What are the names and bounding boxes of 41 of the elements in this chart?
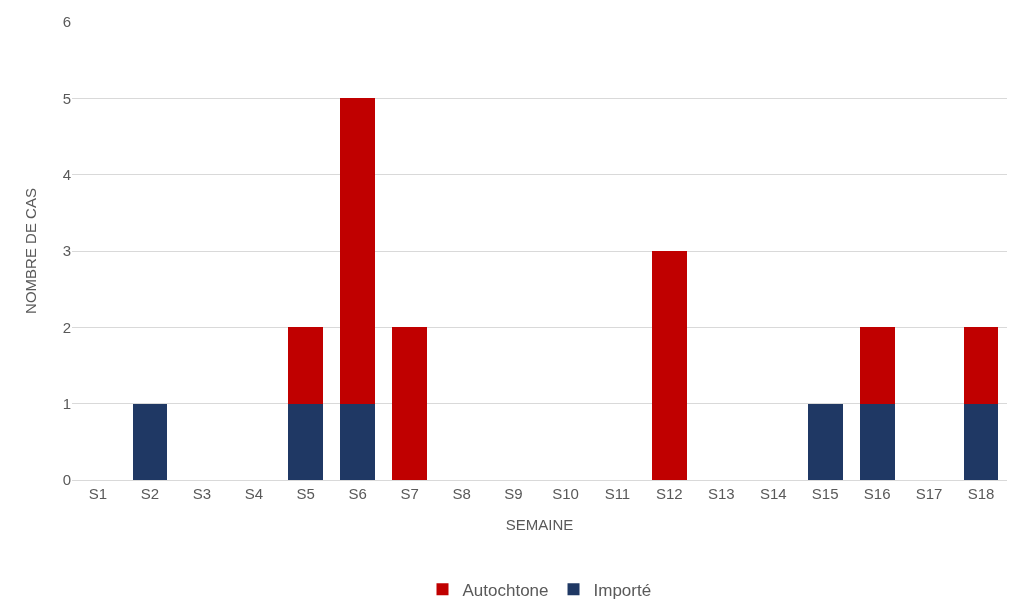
x-tick-label: S14 [759,485,787,502]
bar [132,403,168,480]
bar [288,403,324,480]
x-tick-label: S5 [296,485,315,502]
bar [807,403,843,480]
bar [340,403,376,480]
bar [288,327,324,404]
y-tick-label: 4 [62,165,71,183]
x-tick-label: S3 [192,485,212,502]
x-tick-label: S7 [400,485,419,502]
x-tick-label: S11 [604,485,631,502]
x-axis-title: SEMAINE [505,516,574,533]
x-tick-label: S12 [656,485,683,502]
bar [859,403,895,480]
legend-label: Importé [593,580,652,600]
y-tick-label: 3 [62,242,71,260]
x-tick-label: S16 [863,485,891,502]
x-tick-label: S4 [244,485,263,502]
bar [963,403,999,480]
x-tick-label: S2 [140,485,160,502]
y-tick-label: 1 [62,394,71,412]
bar [392,327,428,480]
x-tick-label: S8 [452,485,471,502]
bar [859,327,895,404]
x-tick-label: S18 [967,485,995,502]
x-tick-label: S15 [811,485,839,502]
bar [340,98,376,404]
x-tick-label: S17 [915,485,943,502]
y-axis-title: NOMBRE DE CAS [21,188,39,314]
x-tick-label: S10 [552,485,579,502]
bar [651,251,687,480]
x-tick-label: S6 [348,485,367,502]
x-tick-label: S13 [707,485,735,502]
y-tick-label: 5 [62,89,71,107]
y-tick-label: 6 [62,13,71,31]
x-tick-label: S9 [504,485,523,502]
x-tick-label: S1 [88,485,108,502]
bar [963,327,999,404]
legend-label: Autochtone [462,580,549,600]
y-tick-label: 0 [62,471,71,489]
y-tick-label: 2 [62,318,71,336]
